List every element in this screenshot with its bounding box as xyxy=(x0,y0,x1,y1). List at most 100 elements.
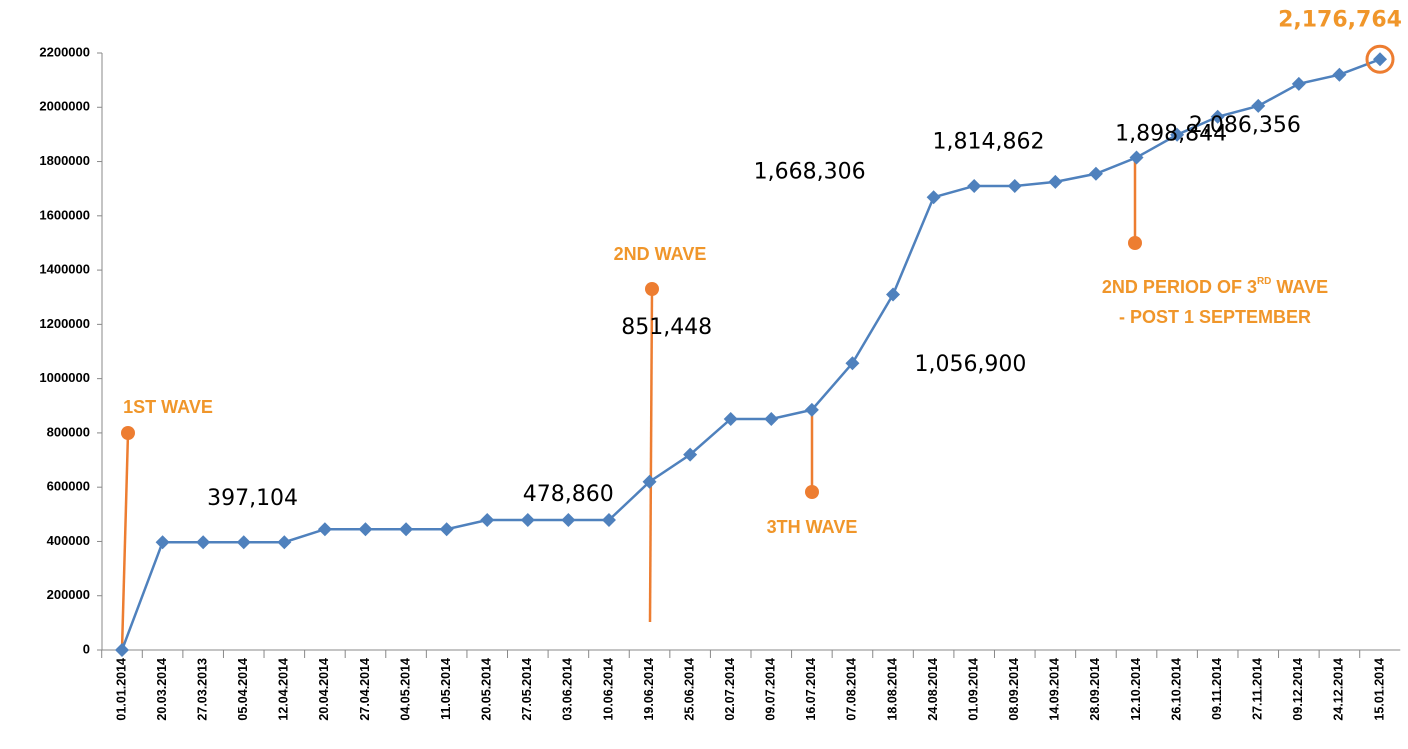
point-marker xyxy=(723,411,738,426)
x-tick-label: 09.12.2014 xyxy=(1291,658,1305,721)
data-label: 2,086,356 xyxy=(1189,113,1301,138)
point-marker xyxy=(886,287,901,302)
y-tick-label: 200000 xyxy=(47,587,90,602)
data-label: 1,898,844 xyxy=(1115,122,1227,147)
x-tick-label: 24.08.2014 xyxy=(926,658,940,721)
point-marker xyxy=(115,643,129,657)
data-label: 1,056,900 xyxy=(914,352,1026,377)
point-marker xyxy=(1291,76,1306,91)
y-tick-label: 2200000 xyxy=(39,44,90,59)
point-marker xyxy=(1048,174,1063,189)
point-marker xyxy=(926,190,941,205)
data-label: 851,448 xyxy=(621,315,712,340)
x-tick-label: 03.06.2014 xyxy=(561,658,575,721)
point-marker xyxy=(601,513,616,528)
x-tick-label: 09.07.2014 xyxy=(764,658,778,721)
data-label: 2,176,764 xyxy=(1278,7,1402,32)
x-tick-label: 24.12.2014 xyxy=(1332,658,1346,721)
point-marker xyxy=(683,447,698,462)
annotation: 3TH WAVE xyxy=(767,517,858,537)
annotation-superscript: RD xyxy=(1257,276,1271,287)
x-tick-label: 07.08.2014 xyxy=(845,658,859,721)
y-tick-label: 600000 xyxy=(47,479,90,494)
x-tick-label: 04.05.2014 xyxy=(398,658,412,721)
point-marker xyxy=(358,522,373,537)
annotation-dot xyxy=(645,282,659,296)
annotation-part: WAVE xyxy=(1271,277,1328,297)
y-tick-label: 1600000 xyxy=(39,207,90,222)
x-tick-label: 01.09.2014 xyxy=(966,658,980,721)
point-marker xyxy=(1373,52,1387,67)
x-tick-label: 12.04.2014 xyxy=(277,658,291,721)
annotation-dot xyxy=(1128,236,1142,250)
point-marker xyxy=(439,522,454,537)
x-tick-label: 28.09.2014 xyxy=(1088,658,1102,721)
point-marker xyxy=(196,535,211,550)
point-marker xyxy=(1210,109,1225,124)
point-marker xyxy=(1251,98,1266,113)
x-tick-label: 18.08.2014 xyxy=(885,658,899,721)
point-marker xyxy=(1007,178,1022,193)
x-tick-label: 01.01.2014 xyxy=(114,658,128,721)
data-label: 397,104 xyxy=(207,486,298,511)
x-tick-label: 12.10.2014 xyxy=(1129,658,1143,721)
annotation: - POST 1 SEPTEMBER xyxy=(1119,307,1311,327)
y-tick-label: 800000 xyxy=(47,424,90,439)
x-tick-label: 20.05.2014 xyxy=(480,658,494,721)
point-marker xyxy=(1332,67,1347,82)
x-tick-label: 09.11.2014 xyxy=(1210,658,1224,720)
annotation-line xyxy=(648,288,654,623)
annotation: 2ND PERIOD OF 3RD WAVE xyxy=(1102,276,1328,297)
point-marker xyxy=(317,522,332,537)
x-tick-label: 14.09.2014 xyxy=(1048,658,1062,721)
point-marker xyxy=(236,535,251,550)
highlight-ring xyxy=(1365,44,1395,74)
point-marker xyxy=(642,474,657,489)
annotation-part: 2ND PERIOD OF 3 xyxy=(1102,277,1257,297)
x-tick-label: 27.03.2013 xyxy=(195,658,209,721)
point-marker xyxy=(764,411,779,426)
x-tick-label: 25.06.2014 xyxy=(682,658,696,721)
annotation-line xyxy=(120,432,130,651)
data-label: 1,814,862 xyxy=(933,130,1045,155)
x-tick-label: 26.10.2014 xyxy=(1169,658,1183,721)
x-tick-label: 27.04.2014 xyxy=(358,658,372,721)
point-marker xyxy=(804,402,819,417)
x-tick-label: 08.09.2014 xyxy=(1007,658,1021,721)
point-marker xyxy=(1088,166,1103,181)
x-tick-label: 15.01.2014 xyxy=(1372,658,1386,721)
point-marker xyxy=(480,513,495,528)
data-label: 1,668,306 xyxy=(754,159,866,184)
point-marker xyxy=(277,535,292,550)
point-marker xyxy=(561,513,576,528)
x-tick-label: 20.04.2014 xyxy=(317,658,331,721)
y-tick-label: 1400000 xyxy=(39,262,90,277)
x-tick-label: 19.06.2014 xyxy=(642,658,656,721)
point-marker xyxy=(155,535,170,550)
annotation-dot xyxy=(121,426,135,440)
x-tick-label: 02.07.2014 xyxy=(723,658,737,721)
annotation: 2ND WAVE xyxy=(614,244,707,264)
y-tick-label: 0 xyxy=(83,641,90,656)
y-tick-label: 2000000 xyxy=(39,99,90,114)
series-line xyxy=(120,58,1381,651)
y-tick-label: 1000000 xyxy=(39,370,90,385)
x-tick-label: 16.07.2014 xyxy=(804,658,818,721)
point-marker xyxy=(967,178,982,193)
x-tick-label: 27.05.2014 xyxy=(520,658,534,721)
y-tick-label: 1200000 xyxy=(39,316,90,331)
point-marker xyxy=(1129,150,1144,165)
x-tick-label: 11.05.2014 xyxy=(439,658,453,720)
y-tick-label: 400000 xyxy=(47,533,90,548)
point-marker xyxy=(520,513,535,528)
annotation-dot xyxy=(805,485,819,499)
point-marker xyxy=(845,356,860,371)
x-tick-label: 05.04.2014 xyxy=(236,658,250,721)
x-tick-label: 10.06.2014 xyxy=(601,658,615,721)
x-tick-label: 20.03.2014 xyxy=(155,658,169,721)
x-tick-label: 27.11.2014 xyxy=(1251,658,1265,720)
point-marker xyxy=(399,522,414,537)
point-marker xyxy=(1170,127,1185,142)
y-tick-label: 1800000 xyxy=(39,153,90,168)
